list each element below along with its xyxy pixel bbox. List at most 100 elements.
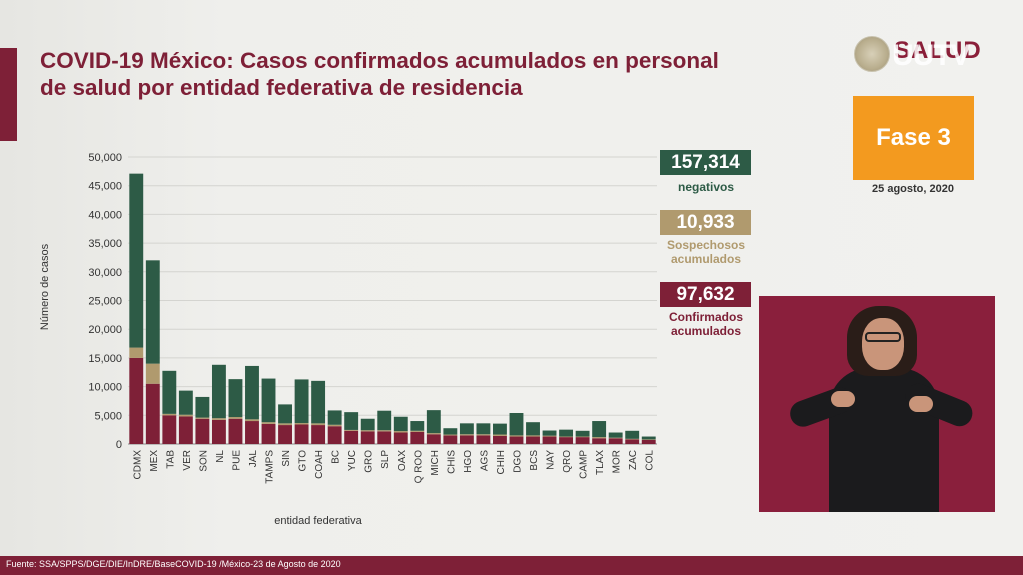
- bar-segment-dgo: [509, 435, 524, 437]
- y-tick-label: 25,000: [88, 296, 122, 308]
- bar-segment-mor: [608, 432, 623, 438]
- bar-segment-mich: [426, 410, 441, 434]
- x-tick-label: TAB: [165, 450, 176, 469]
- negativos-label: negativos: [677, 180, 734, 194]
- bar-segment-mich: [426, 434, 441, 444]
- bar-segment-mich: [426, 433, 441, 435]
- x-tick-label: TAMPS: [265, 450, 276, 484]
- x-tick-labels: CDMX MEX TAB VER SON NL PUE JAL TAMPS SIN GTO COAH B…: [132, 450, 655, 484]
- source-note: Fuente: SSA/SPPS/DGE/DIE/InDRE/BaseCOVID…: [6, 559, 341, 569]
- x-tick-label: CDMX: [132, 450, 143, 480]
- bar-segment-cdmx: [129, 347, 144, 358]
- x-axis-label: entidad federativa: [274, 515, 362, 527]
- y-tick-label: 35,000: [88, 238, 122, 250]
- bar-segment-slp: [377, 410, 392, 431]
- y-tick-label: 40,000: [88, 209, 122, 221]
- bar-segment-slp: [377, 431, 392, 444]
- x-tick-label: SON: [198, 450, 209, 472]
- y-tick-label: 5,000: [94, 410, 122, 422]
- bar-segment-tlax: [592, 438, 607, 444]
- bar-segment-mor: [608, 438, 623, 444]
- bar-segment-coah: [311, 380, 326, 424]
- x-tick-label: VER: [182, 450, 193, 471]
- bar-segment-qro: [559, 429, 574, 437]
- x-tick-label: SIN: [281, 450, 292, 467]
- bar-segment-chih: [493, 423, 507, 435]
- y-tick-label: 0: [116, 439, 122, 451]
- bar-segment-bcs: [526, 435, 540, 437]
- bar-segment-jal: [245, 421, 259, 444]
- bar-segment-chis: [443, 435, 458, 444]
- bar-segment-chis: [443, 434, 458, 436]
- tv-watermark: UUTV: [892, 39, 971, 72]
- bar-segment-tamps: [261, 423, 276, 444]
- bar-segment-son: [195, 418, 210, 444]
- x-tick-label: GTO: [298, 450, 309, 472]
- bar-segment-ver: [178, 390, 193, 415]
- accent-bar: [0, 48, 17, 141]
- x-tick-label: MICH: [430, 450, 441, 476]
- bar-segment-col: [641, 439, 656, 444]
- bar-series: [129, 173, 656, 444]
- bar-segment-nay: [542, 436, 557, 444]
- bar-segment-ver: [178, 414, 193, 417]
- x-tick-label: MEX: [149, 450, 160, 472]
- y-tick-label: 50,000: [88, 152, 122, 164]
- bar-segment-tab: [162, 413, 177, 416]
- bar-segment-yuc: [344, 412, 359, 430]
- x-tick-label: JAL: [248, 450, 259, 468]
- bar-segment-ags: [476, 423, 491, 435]
- bar-segment-sin: [278, 404, 292, 424]
- bar-segment-cdmx: [129, 357, 144, 444]
- salud-logo: SALUD UUTV: [854, 35, 1004, 75]
- bar-segment-bc: [327, 410, 342, 425]
- x-tick-label: AGS: [479, 450, 490, 471]
- y-tick-labels: 0 5,000 10,000 15,000 20,000 25,000 30,000 35,0…: [88, 152, 122, 451]
- bar-segment-tab: [162, 370, 177, 414]
- chart-title: COVID-19 México: Casos confirmados acumu…: [40, 48, 719, 100]
- bar-segment-mex: [145, 363, 160, 384]
- logo-text: SALUD: [894, 37, 982, 64]
- bar-segment-ags: [476, 434, 491, 436]
- bar-segment-camp: [575, 437, 590, 444]
- bar-segment-bcs: [526, 436, 540, 444]
- bar-segment-sin: [278, 423, 292, 426]
- bar-segment-tamps: [261, 422, 276, 424]
- bar-segment-yuc: [344, 429, 359, 431]
- bar-segment-oax: [393, 432, 408, 444]
- bar-segment-dgo: [509, 436, 524, 444]
- x-tick-label: COL: [645, 450, 656, 471]
- bar-segment-hgo: [459, 435, 474, 444]
- bar-segment-tlax: [592, 437, 607, 439]
- bar-segment-bc: [327, 426, 342, 444]
- bar-segment-col: [641, 436, 656, 440]
- bar-segment-gto: [294, 379, 309, 424]
- x-tick-label: SLP: [380, 450, 391, 469]
- x-tick-label: PUE: [231, 450, 242, 471]
- sospechosos-count: 10,933: [660, 210, 751, 235]
- bar-segment-pue: [228, 418, 243, 444]
- x-tick-label: GRO: [364, 450, 375, 473]
- bar-segment-camp: [575, 430, 590, 437]
- bar-segment-zac: [625, 438, 640, 440]
- bar-segment-bc: [327, 424, 342, 427]
- x-tick-label: CHIH: [496, 450, 507, 474]
- x-tick-label: CHIS: [446, 450, 457, 474]
- bar-segment-chih: [493, 435, 507, 444]
- x-tick-label: COAH: [314, 450, 325, 479]
- x-tick-label: YUC: [347, 450, 358, 471]
- y-tick-label: 10,000: [88, 382, 122, 394]
- bar-segment-hgo: [459, 423, 474, 435]
- bar-segment-jal: [245, 365, 259, 420]
- sospechosos-label: Sospechosos acumulados: [666, 238, 746, 266]
- negativos-count: 157,314: [660, 150, 751, 175]
- bar-segment-nl: [211, 418, 226, 420]
- bar-segment-slp: [377, 430, 392, 432]
- bar-segment-gro: [360, 431, 375, 444]
- interpreter-hand-left: [831, 391, 855, 407]
- x-tick-label: BC: [331, 450, 342, 464]
- bar-segment-q-roo: [410, 431, 425, 444]
- bar-segment-nl: [211, 364, 226, 419]
- bar-segment-zac: [625, 430, 640, 439]
